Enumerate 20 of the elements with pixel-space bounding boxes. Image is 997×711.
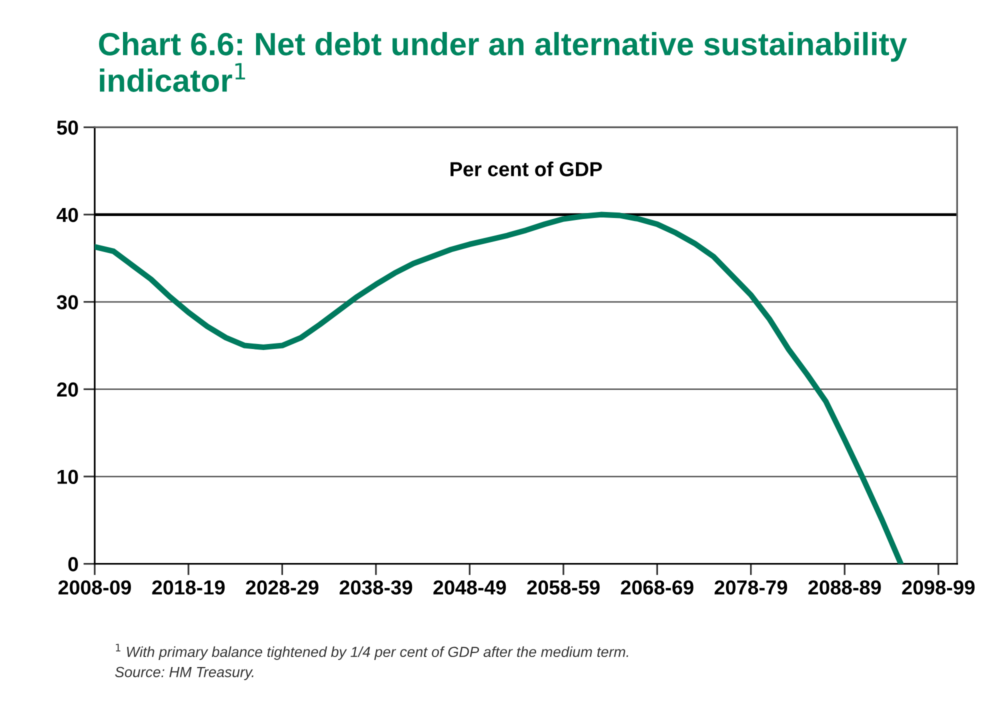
y-tick-label: 10 — [58, 470, 78, 484]
y-tick-label: 20 — [57, 382, 78, 397]
x-tick-label: 2028-29 — [246, 580, 318, 595]
y-tick-label: 50 — [56, 120, 78, 135]
x-tick-label: 2078-79 — [714, 580, 788, 595]
y-axis-title: Per cent of GDP — [450, 162, 602, 176]
source-note: Source: HM Treasury. — [115, 666, 254, 680]
chart-title: Chart 6.6: Net debt under an alternative sustainability indicator$^{1}$ — [99, 32, 907, 92]
x-tick-label: 2048-49 — [433, 580, 506, 595]
text: $^{1}$ With primary balance tightened by 1/4 per cent of GDP after the medium term. — [116, 644, 628, 660]
y-tick-label: 0 — [68, 557, 78, 572]
y-tick-label: 30 — [56, 295, 78, 310]
x-tick-label: 2008-09 — [58, 580, 131, 595]
x-tick-label: 2018-19 — [152, 580, 225, 595]
y-tick-label: 40 — [56, 208, 78, 222]
x-tick-label: 2038-39 — [340, 580, 412, 595]
x-tick-label: 2058-59 — [527, 580, 600, 595]
x-tick-label: 2068-69 — [620, 580, 694, 595]
x-tick-label: 2098-99 — [902, 580, 975, 595]
x-tick-label: 2088-89 — [808, 580, 881, 595]
